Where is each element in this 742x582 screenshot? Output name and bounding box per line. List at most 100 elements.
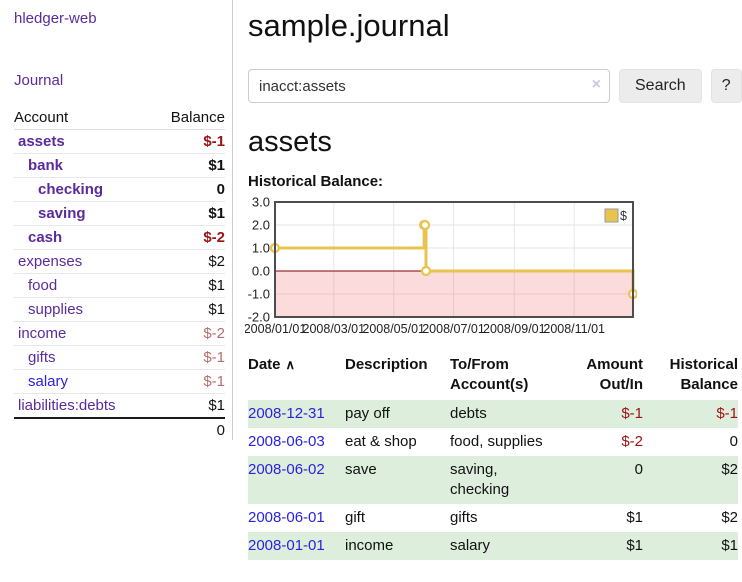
- account-balance: $-1: [203, 133, 225, 150]
- transaction-date-link[interactable]: 2008-06-03: [248, 433, 325, 450]
- transaction-description: eat & shop: [345, 433, 417, 450]
- register-header-description: Description: [345, 356, 428, 373]
- account-balance: $-1: [151, 369, 225, 394]
- app-title-link[interactable]: hledger-web: [14, 10, 97, 27]
- transaction-accounts: gifts: [450, 509, 478, 526]
- account-link[interactable]: income: [18, 325, 67, 342]
- accounts-header-balance: Balance: [151, 106, 225, 130]
- account-row: expenses $2: [14, 249, 225, 274]
- transaction-amount: $1: [626, 509, 643, 526]
- account-link[interactable]: supplies: [28, 301, 84, 318]
- account-row: bank $1: [14, 153, 225, 178]
- register-row: 2008-01-01 income salary $1 $1: [248, 532, 738, 560]
- sort-ascending-icon: ∧: [285, 357, 296, 372]
- account-balance: $1: [151, 273, 225, 298]
- transaction-balance: 0: [729, 433, 738, 450]
- accounts-header-line2: Account(s): [450, 376, 529, 393]
- transaction-description: save: [345, 461, 377, 478]
- account-link[interactable]: checking: [38, 181, 104, 198]
- transaction-accounts: salary: [450, 537, 491, 554]
- account-balance: $1: [151, 153, 225, 178]
- transaction-accounts: saving, checking: [450, 461, 510, 498]
- accounts-header-account: Account: [14, 106, 152, 130]
- svg-text:2008/11/01: 2008/11/01: [543, 322, 605, 336]
- account-row: checking 0: [14, 177, 225, 202]
- transaction-balance: $1: [721, 537, 738, 554]
- account-row: income $-2: [14, 321, 225, 346]
- legend-label: $: [620, 209, 627, 223]
- search-box: ×: [248, 69, 610, 103]
- transaction-description: pay off: [345, 405, 390, 422]
- accounts-total-row: 0: [14, 417, 225, 442]
- svg-text:2008/05/01: 2008/05/01: [362, 322, 425, 336]
- register-table: Date ∧ Description To/From Account(s) Amo…: [248, 352, 738, 560]
- accounts-total-spacer: [14, 417, 152, 442]
- transaction-balance: $-1: [716, 405, 738, 422]
- transaction-balance: $2: [721, 509, 738, 526]
- help-button[interactable]: ?: [710, 69, 742, 103]
- main-content: sample.journal × Search ? assets Histori…: [244, 0, 742, 560]
- account-link[interactable]: assets: [18, 133, 65, 150]
- account-link[interactable]: food: [28, 277, 58, 294]
- register-header-balance: Historical Balance: [643, 352, 738, 400]
- account-balance: $1: [151, 393, 225, 418]
- account-balance: $-2: [151, 321, 225, 346]
- transaction-description: income: [345, 537, 394, 554]
- account-balance: $2: [151, 249, 225, 274]
- legend-swatch: [604, 208, 619, 223]
- amount-header-line1: Amount: [586, 356, 643, 373]
- chart-title: Historical Balance:: [248, 173, 384, 190]
- accounts-table-header-row: Account Balance: [14, 106, 225, 130]
- register-row: 2008-06-01 gift gifts $1 $2: [248, 504, 738, 532]
- account-link[interactable]: bank: [28, 157, 64, 174]
- register-row: 2008-12-31 pay off debts $-1 $-1: [248, 400, 738, 428]
- register-header-date[interactable]: Date ∧: [248, 352, 345, 400]
- account-balance: $1: [151, 201, 225, 226]
- register-header-row: Date ∧ Description To/From Account(s) Amo…: [248, 352, 738, 400]
- account-balance: $-1: [151, 345, 225, 370]
- transaction-accounts: food, supplies: [450, 433, 543, 450]
- svg-text:-1.0: -1.0: [248, 287, 270, 302]
- transaction-amount: $1: [626, 537, 643, 554]
- svg-text:1.0: 1.0: [252, 241, 270, 256]
- account-link[interactable]: cash: [28, 229, 63, 246]
- svg-text:-2.0: -2.0: [248, 310, 270, 325]
- account-row: food $1: [14, 273, 225, 298]
- svg-text:2008/07/01: 2008/07/01: [422, 322, 485, 336]
- search-input[interactable]: [248, 69, 610, 103]
- account-link[interactable]: liabilities:debts: [18, 397, 116, 414]
- svg-text:2008/09/01: 2008/09/01: [483, 322, 546, 336]
- account-link[interactable]: saving: [38, 205, 86, 222]
- transaction-date-link[interactable]: 2008-01-01: [248, 537, 325, 554]
- page-title: sample.journal: [248, 8, 450, 43]
- transaction-accounts: debts: [450, 405, 487, 422]
- search-button[interactable]: Search: [619, 69, 702, 103]
- account-row: cash $-2: [14, 225, 225, 250]
- transaction-amount: 0: [634, 461, 643, 478]
- sidebar-item-journal[interactable]: Journal: [14, 72, 64, 89]
- transaction-date-link[interactable]: 2008-06-02: [248, 461, 325, 478]
- account-heading: assets: [248, 126, 332, 158]
- transaction-date-link[interactable]: 2008-06-01: [248, 509, 325, 526]
- transaction-date-link[interactable]: 2008-12-31: [248, 405, 325, 422]
- account-row: salary $-1: [14, 369, 225, 394]
- register-header-accounts: To/From Account(s): [450, 352, 565, 400]
- account-link[interactable]: gifts: [28, 349, 56, 366]
- svg-text:3.0: 3.0: [252, 197, 270, 210]
- balance-header-line2: Balance: [680, 376, 738, 393]
- register-header-amount: Amount Out/In: [565, 352, 643, 400]
- transaction-amount: $-2: [621, 433, 643, 450]
- svg-text:2008/03/01: 2008/03/01: [303, 322, 366, 336]
- account-link[interactable]: salary: [28, 373, 69, 390]
- register-row: 2008-06-03 eat & shop food, supplies $-2…: [248, 428, 738, 456]
- historical-balance-chart[interactable]: $3.0 2.0 1.0 0.0 -1.0 -2.0 2008/01/01 2008/03/0…: [244, 195, 639, 339]
- balance-header-line1: Historical: [669, 356, 738, 373]
- svg-text:0.0: 0.0: [252, 264, 270, 279]
- account-row: assets $-1: [14, 130, 225, 154]
- account-link[interactable]: expenses: [18, 253, 83, 270]
- amount-header-line2: Out/In: [599, 376, 643, 393]
- accounts-total-value: 0: [151, 417, 225, 442]
- account-row: gifts $-1: [14, 345, 225, 370]
- account-row: supplies $1: [14, 297, 225, 322]
- clear-search-icon[interactable]: ×: [591, 76, 601, 93]
